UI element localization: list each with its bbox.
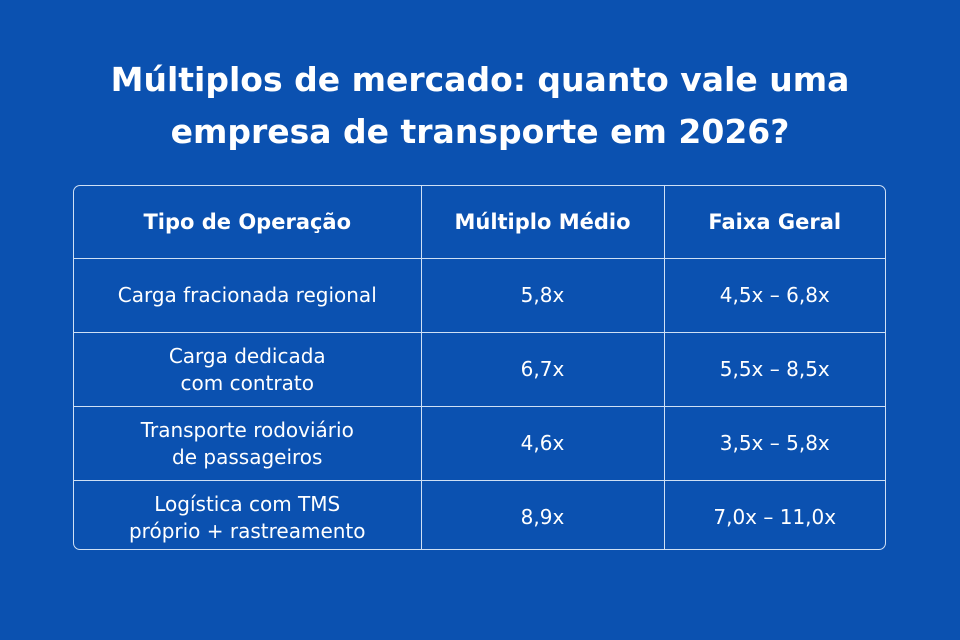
cell: 5,5x – 8,5x: [663, 332, 885, 407]
header-cell: Múltiplo Médio: [420, 186, 665, 259]
cell: Carga dedicada com contrato: [74, 332, 422, 407]
cell-line: Logística com TMS: [154, 491, 341, 516]
title-line: Múltiplos de mercado: quanto vale uma: [110, 60, 850, 99]
table-frame: Tipo de Operação Múltiplo Médio Faixa Gera…: [73, 185, 886, 550]
cell-line: Carga dedicada: [168, 343, 326, 368]
table-row: Carga fracionada regional 5,8x 4,5x – 6,8x: [74, 258, 885, 333]
cell: Transporte rodoviário de passageiros: [74, 406, 422, 481]
table-row: Logística com TMS próprio + rastreamento 8…: [74, 480, 885, 549]
cell-line: com contrato: [180, 370, 314, 395]
cell-line: próprio + rastreamento: [128, 518, 366, 543]
cell: Logística com TMS próprio + rastreamento: [74, 480, 422, 549]
title: Múltiplos de mercado: quanto vale uma emp…: [0, 54, 960, 158]
title-line: empresa de transporte em 2026?: [170, 112, 790, 151]
table-body: Carga fracionada regional 5,8x 4,5x – 6,8x…: [74, 258, 885, 549]
table-row: Transporte rodoviário de passageiros 4,6x 3…: [74, 406, 885, 481]
cell: 3,5x – 5,8x: [663, 406, 885, 481]
cell-line: de passageiros: [172, 444, 323, 469]
cell: 5,8x: [420, 258, 665, 333]
cell: 4,5x – 6,8x: [663, 258, 885, 333]
cell: 4,6x: [420, 406, 665, 481]
header-row: Tipo de Operação Múltiplo Médio Faixa Gera…: [74, 186, 885, 259]
table: Tipo de Operação Múltiplo Médio Faixa Gera…: [74, 186, 885, 549]
header-cell: Tipo de Operação: [74, 186, 422, 259]
cell-line: Carga fracionada regional: [117, 283, 377, 307]
header-cell: Faixa Geral: [663, 186, 885, 259]
cell: 8,9x: [420, 480, 665, 549]
cell: 6,7x: [420, 332, 665, 407]
cell: 7,0x – 11,0x: [663, 480, 885, 549]
table-row: Carga dedicada com contrato 6,7x 5,5x – 8,5…: [74, 332, 885, 407]
cell-line: Transporte rodoviário: [140, 417, 354, 442]
cell: Carga fracionada regional: [74, 258, 422, 333]
